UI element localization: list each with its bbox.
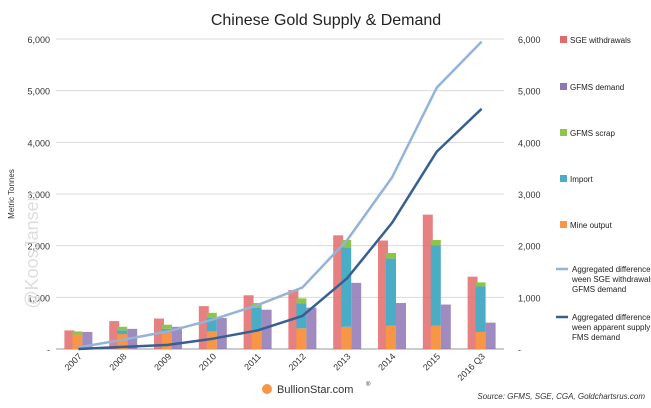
bar-stacked-gfms-scrap <box>475 282 486 287</box>
bar-stacked-import <box>386 258 396 326</box>
x-tick-label: 2008 <box>107 351 128 372</box>
x-tick-label: 2007 <box>63 351 84 372</box>
legend-label: Import <box>570 175 593 184</box>
bar-stacked-import <box>475 286 486 332</box>
legend-swatch <box>560 221 567 228</box>
bar-sge-withdrawals <box>467 276 478 349</box>
bar-stacked-import <box>430 245 441 326</box>
bar-gfms-demand <box>351 282 362 349</box>
x-tick-label: 2011 <box>242 351 263 372</box>
bar-stacked-gfms-scrap <box>430 239 441 246</box>
bar-stacked-mine-output <box>430 325 441 349</box>
y-tick-label-right: 1,000 <box>518 293 541 303</box>
bar-sge-withdrawals <box>198 306 209 349</box>
bar-stacked-gfms-scrap <box>341 239 352 248</box>
y-tick-label-left: 4,000 <box>27 138 50 148</box>
bullionstar-logo-icon <box>262 384 272 394</box>
legend-swatch <box>560 129 567 136</box>
legend-label: GFMS demand <box>570 83 624 92</box>
bar-stacked-mine-output <box>386 325 396 349</box>
watermark: @KoosJansen <box>22 191 42 308</box>
legend-swatch <box>560 36 567 43</box>
bar-gfms-demand <box>82 331 93 349</box>
bar-sge-withdrawals <box>422 214 433 349</box>
bar-stacked-mine-output <box>341 326 352 349</box>
bar-stacked-import <box>117 330 128 335</box>
bar-stacked-gfms-scrap <box>296 298 307 304</box>
x-tick-label: 2012 <box>287 351 308 372</box>
y-tick-label-left: 3,000 <box>27 190 50 200</box>
bar-gfms-demand <box>216 318 227 349</box>
y-tick-label-right: 4,000 <box>518 138 541 148</box>
logo-mark: ® <box>366 381 371 388</box>
bar-stacked-mine-output <box>296 328 307 349</box>
legend-label: Mine output <box>570 221 613 230</box>
legend-label-line: Aggregated difference beween SGE withdra… <box>571 265 651 294</box>
bar-stacked-mine-output <box>206 331 217 349</box>
y-tick-label-right: 3,000 <box>518 190 541 200</box>
x-tick-label: 2015 <box>421 351 442 372</box>
line-series-sge-vs-demand <box>78 40 483 349</box>
bar-sge-withdrawals <box>378 240 388 349</box>
bar-gfms-demand <box>396 303 406 349</box>
legend-swatch <box>560 83 567 90</box>
bar-stacked-mine-output <box>162 332 172 349</box>
bar-stacked-gfms-scrap <box>162 324 172 329</box>
y-tick-label-left: 2,000 <box>27 242 50 252</box>
legend-label-line: Aggregated difference beween apparent su… <box>571 313 651 342</box>
bar-sge-withdrawals <box>333 235 344 349</box>
bar-stacked-mine-output <box>475 331 486 349</box>
bar-gfms-demand <box>485 322 496 349</box>
bar-sge-withdrawals <box>243 295 254 349</box>
bar-gfms-demand <box>440 304 451 349</box>
y-tick-label-right: 6,000 <box>518 35 541 45</box>
logo-text: BullionStar.com <box>277 384 353 396</box>
bar-gfms-demand <box>261 309 272 349</box>
x-tick-label: 2016 Q3 <box>456 351 487 382</box>
bar-stacked-gfms-scrap <box>206 312 217 318</box>
y-tick-label-left: 5,000 <box>27 87 50 97</box>
source-note: Source: GFMS, SGE, CGA, Goldchartsrus.co… <box>477 392 645 401</box>
bar-stacked-mine-output <box>117 334 128 349</box>
y-axis-label: Metric Tonnes <box>7 169 16 219</box>
bar-stacked-import <box>206 318 217 332</box>
bar-stacked-gfms-scrap <box>386 252 396 259</box>
bar-stacked-mine-output <box>72 334 83 349</box>
bar-gfms-demand <box>172 326 182 349</box>
x-tick-label: 2013 <box>331 351 352 372</box>
bar-stacked-import <box>341 247 352 327</box>
bar-sge-withdrawals <box>64 330 75 349</box>
bar-stacked-gfms-scrap <box>117 326 128 331</box>
legend-swatch <box>560 175 567 182</box>
line-series-supply-vs-demand <box>78 107 483 351</box>
legend-label: GFMS scrap <box>570 129 615 138</box>
bar-stacked-gfms-scrap <box>72 331 83 335</box>
bar-stacked-import <box>251 307 262 330</box>
chart-title: Chinese Gold Supply & Demand <box>211 12 441 29</box>
legend-label: SGE withdrawals <box>570 36 631 45</box>
y-tick-label-left: 6,000 <box>27 35 50 45</box>
bar-gfms-demand <box>306 307 317 349</box>
y-tick-label-right: 5,000 <box>518 87 541 97</box>
y-tick-label-right: - <box>518 345 521 355</box>
y-tick-label-left: 1,000 <box>27 293 50 303</box>
bar-sge-withdrawals <box>109 321 120 349</box>
y-tick-label-right: 2,000 <box>518 242 541 252</box>
x-tick-label: 2009 <box>152 351 173 372</box>
x-tick-label: 2010 <box>197 351 218 372</box>
x-tick-label: 2014 <box>376 351 397 372</box>
bar-stacked-mine-output <box>251 329 262 349</box>
y-tick-label-left: - <box>47 345 50 355</box>
